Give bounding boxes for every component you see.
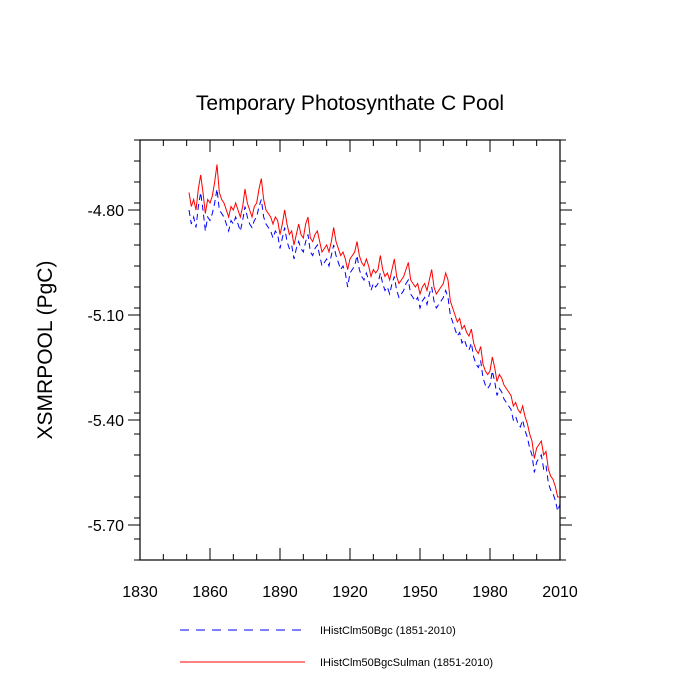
- axis-ticks: [128, 139, 572, 561]
- y-axis-label: XSMRPOOL (PgC): [34, 261, 57, 440]
- legend: IHistClm50Bgc (1851-2010) IHistClm50BgcSu…: [180, 625, 493, 669]
- y-tick-label: -5.10: [88, 308, 125, 325]
- series-line-1: [188, 188, 561, 513]
- x-tick-label: 1920: [332, 584, 368, 601]
- series-lines: [188, 164, 561, 513]
- y-tick-label: -5.70: [88, 518, 125, 535]
- chart-title: Temporary Photosynthate C Pool: [196, 92, 504, 115]
- axis-tick-labels: 1830 1860 1890 1920 1950 1980 2010 -4.80 -5.10 -5…: [88, 203, 578, 601]
- legend-label-1: IHistClm50Bgc (1851-2010): [320, 625, 456, 637]
- legend-label-2: IHistClm50BgcSulman (1851-2010): [320, 657, 493, 669]
- y-tick-label: -5.40: [88, 413, 125, 430]
- x-tick-label: 1980: [472, 584, 508, 601]
- x-tick-label: 1890: [262, 584, 298, 601]
- x-tick-label: 2010: [542, 584, 578, 601]
- series-line-2: [188, 164, 560, 498]
- x-tick-label: 1860: [192, 584, 228, 601]
- x-tick-label: 1830: [122, 584, 158, 601]
- plot-frame: [139, 139, 561, 561]
- y-tick-label: -4.80: [88, 203, 125, 220]
- x-tick-label: 1950: [402, 584, 438, 601]
